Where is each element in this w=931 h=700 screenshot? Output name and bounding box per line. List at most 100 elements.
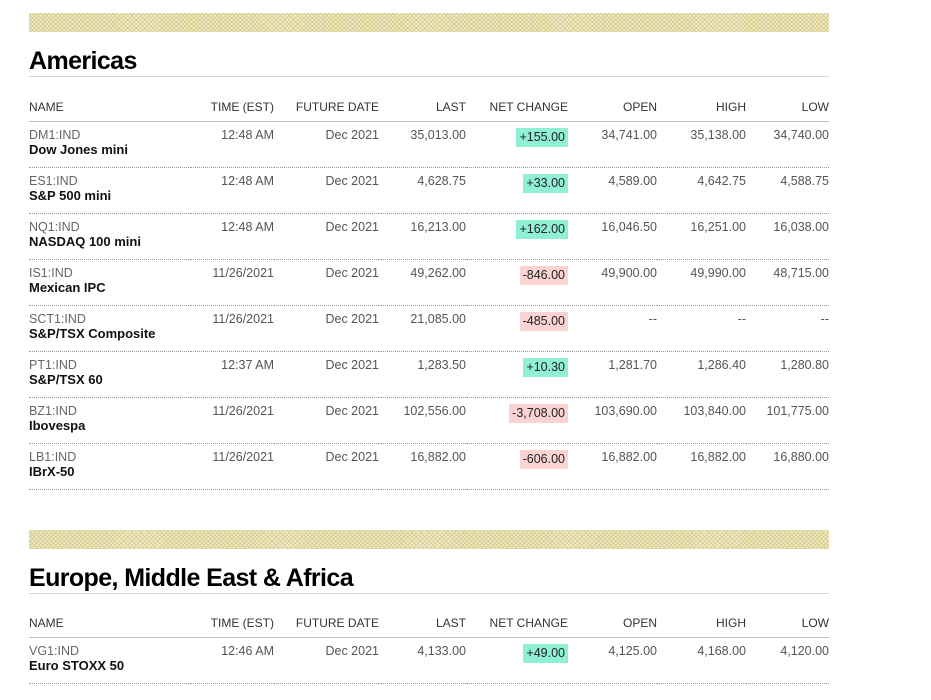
high-cell: 4,168.00 (697, 644, 746, 658)
table-row[interactable]: BZ1:IND Ibovespa 11/26/2021 Dec 2021 102,556… (29, 397, 829, 443)
ticker-symbol-link[interactable]: SCT1:IND (29, 311, 86, 326)
column-header-name[interactable]: NAME (29, 77, 191, 122)
low-cell: 4,588.75 (780, 173, 829, 188)
time-cell: 11/26/2021 (212, 311, 274, 326)
table-row[interactable]: VG1:IND Euro STOXX 50 12:46 AM Dec 2021 4,13… (29, 638, 829, 684)
instrument-name-link[interactable]: S&P/TSX Composite (29, 325, 156, 341)
column-header-low[interactable]: LOW (746, 593, 829, 638)
high-cell: 16,251.00 (690, 219, 746, 234)
column-header-time[interactable]: TIME (EST) (191, 77, 274, 122)
section-title-emea: Europe, Middle East & Africa (29, 563, 354, 592)
table-row[interactable]: SCT1:IND S&P/TSX Composite 11/26/2021 Dec 2… (29, 305, 829, 351)
net-change-cell: +10.30 (466, 351, 568, 397)
instrument-name-link[interactable]: S&P 500 mini (29, 187, 112, 203)
time-cell: 12:48 AM (221, 173, 274, 188)
column-header-high[interactable]: HIGH (657, 593, 746, 638)
future-date-cell: Dec 2021 (325, 219, 379, 234)
time-cell: 12:37 AM (221, 357, 274, 372)
name-cell: DM1:IND Dow Jones mini (29, 121, 191, 167)
ticker-symbol-link[interactable]: PT1:IND (29, 357, 77, 372)
column-header-last[interactable]: LAST (379, 77, 466, 122)
ticker-symbol-link[interactable]: ES1:IND (29, 173, 78, 188)
name-cell: LB1:IND IBrX-50 (29, 443, 191, 489)
column-header-name[interactable]: NAME (29, 593, 191, 638)
ticker-symbol-link[interactable]: LB1:IND (29, 449, 77, 464)
ticker-symbol-link[interactable]: VG1:IND (29, 644, 80, 658)
net-change-cell: -485.00 (466, 305, 568, 351)
open-cell: -- (648, 311, 657, 326)
last-cell: 16,882.00 (410, 449, 466, 464)
low-cell: 4,120.00 (780, 644, 829, 658)
net-change-cell: +49.00 (466, 638, 568, 684)
last-cell: 1,283.50 (417, 357, 466, 372)
time-cell: 12:46 AM (221, 644, 274, 658)
column-header-future-date[interactable]: FUTURE DATE (274, 593, 379, 638)
instrument-name-link[interactable]: S&P/TSX 60 (29, 371, 103, 387)
open-cell: 16,882.00 (601, 449, 657, 464)
table-row[interactable]: PT1:IND S&P/TSX 60 12:37 AM Dec 2021 1,283.5… (29, 351, 829, 397)
column-header-open[interactable]: OPEN (568, 77, 657, 122)
net-change-cell: +155.00 (466, 121, 568, 167)
section-divider-stripe (29, 529, 829, 549)
emea-futures-table: NAME TIME (EST) FUTURE DATE LAST NET CHA… (29, 593, 829, 685)
time-cell: 11/26/2021 (212, 265, 274, 280)
ticker-symbol-link[interactable]: IS1:IND (29, 265, 73, 280)
net-change-badge: -485.00 (519, 311, 568, 331)
market-page: Americas NAME TIME (EST) FUTURE DATE LAS… (29, 0, 829, 684)
column-header-time[interactable]: TIME (EST) (191, 593, 274, 638)
last-cell: 102,556.00 (403, 403, 466, 418)
last-cell: 49,262.00 (410, 265, 466, 280)
ticker-symbol-link[interactable]: NQ1:IND (29, 219, 80, 234)
net-change-cell: -3,708.00 (466, 397, 568, 443)
low-cell: 34,740.00 (773, 127, 829, 142)
net-change-badge: -3,708.00 (509, 403, 568, 423)
name-cell: PT1:IND S&P/TSX 60 (29, 351, 191, 397)
title-rule (29, 592, 829, 594)
net-change-badge: +10.30 (523, 357, 568, 377)
low-cell: 16,038.00 (773, 219, 829, 234)
instrument-name-link[interactable]: Dow Jones mini (29, 141, 128, 157)
instrument-name-link[interactable]: Ibovespa (29, 417, 86, 433)
column-header-net-change[interactable]: NET CHANGE (466, 77, 568, 122)
open-cell: 49,900.00 (601, 265, 657, 280)
high-cell: 103,840.00 (683, 403, 746, 418)
net-change-badge: -846.00 (519, 265, 568, 285)
column-header-last[interactable]: LAST (379, 593, 466, 638)
low-cell: 101,775.00 (766, 403, 829, 418)
column-header-net-change[interactable]: NET CHANGE (466, 593, 568, 638)
low-cell: 1,280.80 (780, 357, 829, 372)
future-date-cell: Dec 2021 (325, 173, 379, 188)
open-cell: 34,741.00 (601, 127, 657, 142)
open-cell: 16,046.50 (601, 219, 657, 234)
name-cell: VG1:IND Euro STOXX 50 (29, 638, 191, 684)
time-cell: 12:48 AM (221, 219, 274, 234)
low-cell: 16,880.00 (773, 449, 829, 464)
column-header-future-date[interactable]: FUTURE DATE (274, 77, 379, 122)
instrument-name-link[interactable]: Mexican IPC (29, 279, 106, 295)
high-cell: -- (737, 311, 746, 326)
open-cell: 103,690.00 (594, 403, 657, 418)
ticker-symbol-link[interactable]: BZ1:IND (29, 403, 77, 418)
time-cell: 11/26/2021 (212, 403, 274, 418)
section-title-americas: Americas (29, 47, 137, 75)
table-row[interactable]: DM1:IND Dow Jones mini 12:48 AM Dec 2021 35,… (29, 121, 829, 167)
instrument-name-link[interactable]: Euro STOXX 50 (29, 658, 125, 673)
low-cell: 48,715.00 (773, 265, 829, 280)
table-row[interactable]: LB1:IND IBrX-50 11/26/2021 Dec 2021 16,882.0… (29, 443, 829, 489)
net-change-badge: -606.00 (519, 449, 568, 469)
title-rule (29, 76, 829, 77)
column-header-high[interactable]: HIGH (657, 77, 746, 122)
column-header-open[interactable]: OPEN (568, 593, 657, 638)
instrument-name-link[interactable]: IBrX-50 (29, 463, 75, 479)
time-cell: 12:48 AM (221, 127, 274, 142)
table-row[interactable]: ES1:IND S&P 500 mini 12:48 AM Dec 2021 4,628… (29, 167, 829, 213)
high-cell: 1,286.40 (697, 357, 746, 372)
column-header-low[interactable]: LOW (746, 77, 829, 122)
instrument-name-link[interactable]: NASDAQ 100 mini (29, 233, 141, 249)
table-row[interactable]: NQ1:IND NASDAQ 100 mini 12:48 AM Dec 2021 16… (29, 213, 829, 259)
net-change-cell: +33.00 (466, 167, 568, 213)
table-row[interactable]: IS1:IND Mexican IPC 11/26/2021 Dec 2021 49,2… (29, 259, 829, 305)
ticker-symbol-link[interactable]: DM1:IND (29, 127, 81, 142)
americas-futures-table: NAME TIME (EST) FUTURE DATE LAST NET CHA… (29, 77, 829, 490)
net-change-cell: -606.00 (466, 443, 568, 489)
